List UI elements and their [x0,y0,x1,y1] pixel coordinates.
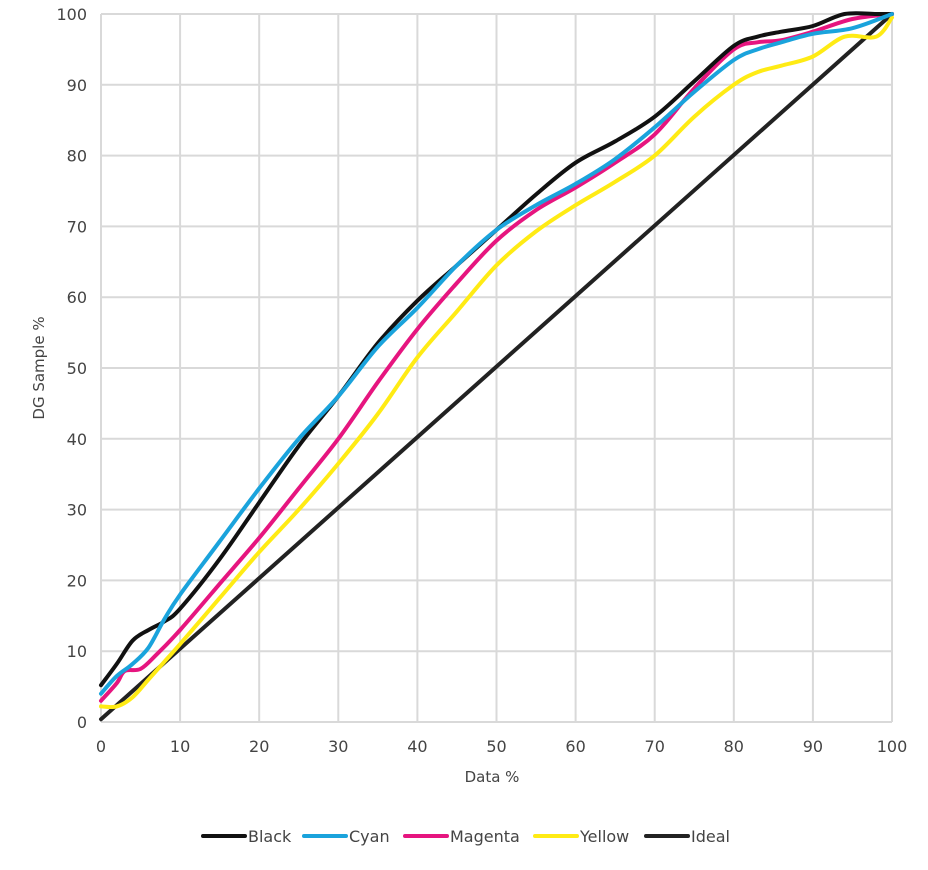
y-tick-label: 60 [67,288,87,307]
x-tick-label: 20 [249,737,269,756]
y-tick-label: 70 [67,217,87,236]
series-line-ideal [99,12,894,722]
x-tick-label: 0 [96,737,106,756]
y-axis-label: DG Sample % [30,316,48,419]
series-line-magenta [99,12,894,703]
tick-labels: 0 10 20 30 40 50 60 70 80 90 100 0 10 20 30 40 50 60 70 80 9… [56,5,907,756]
y-tick-label: 100 [56,5,87,24]
y-tick-label: 0 [77,713,87,732]
x-axis-label: Data % [465,768,520,786]
legend-label-magenta: Magenta [450,827,520,846]
x-tick-label: 100 [877,737,908,756]
legend-label-black: Black [248,827,292,846]
y-tick-label: 90 [67,76,87,95]
series-lines [99,11,894,722]
legend: Black Cyan Magenta Yellow Ideal [201,827,730,846]
series-line-yellow [99,15,894,710]
x-tick-label: 90 [803,737,823,756]
y-tick-label: 80 [67,147,87,166]
y-tick-label: 30 [67,501,87,520]
x-tick-label: 60 [565,737,585,756]
legend-label-yellow: Yellow [579,827,629,846]
x-tick-label: 40 [407,737,427,756]
y-tick-label: 10 [67,642,87,661]
y-tick-label: 50 [67,359,87,378]
grid [100,13,893,723]
x-tick-label: 80 [724,737,744,756]
series-line-cyan [99,12,894,696]
x-tick-label: 50 [486,737,506,756]
legend-label-cyan: Cyan [349,827,390,846]
y-tick-label: 20 [67,571,87,590]
y-tick-label: 40 [67,430,87,449]
x-tick-label: 30 [328,737,348,756]
x-tick-label: 70 [645,737,665,756]
x-tick-label: 10 [170,737,190,756]
legend-label-ideal: Ideal [691,827,730,846]
